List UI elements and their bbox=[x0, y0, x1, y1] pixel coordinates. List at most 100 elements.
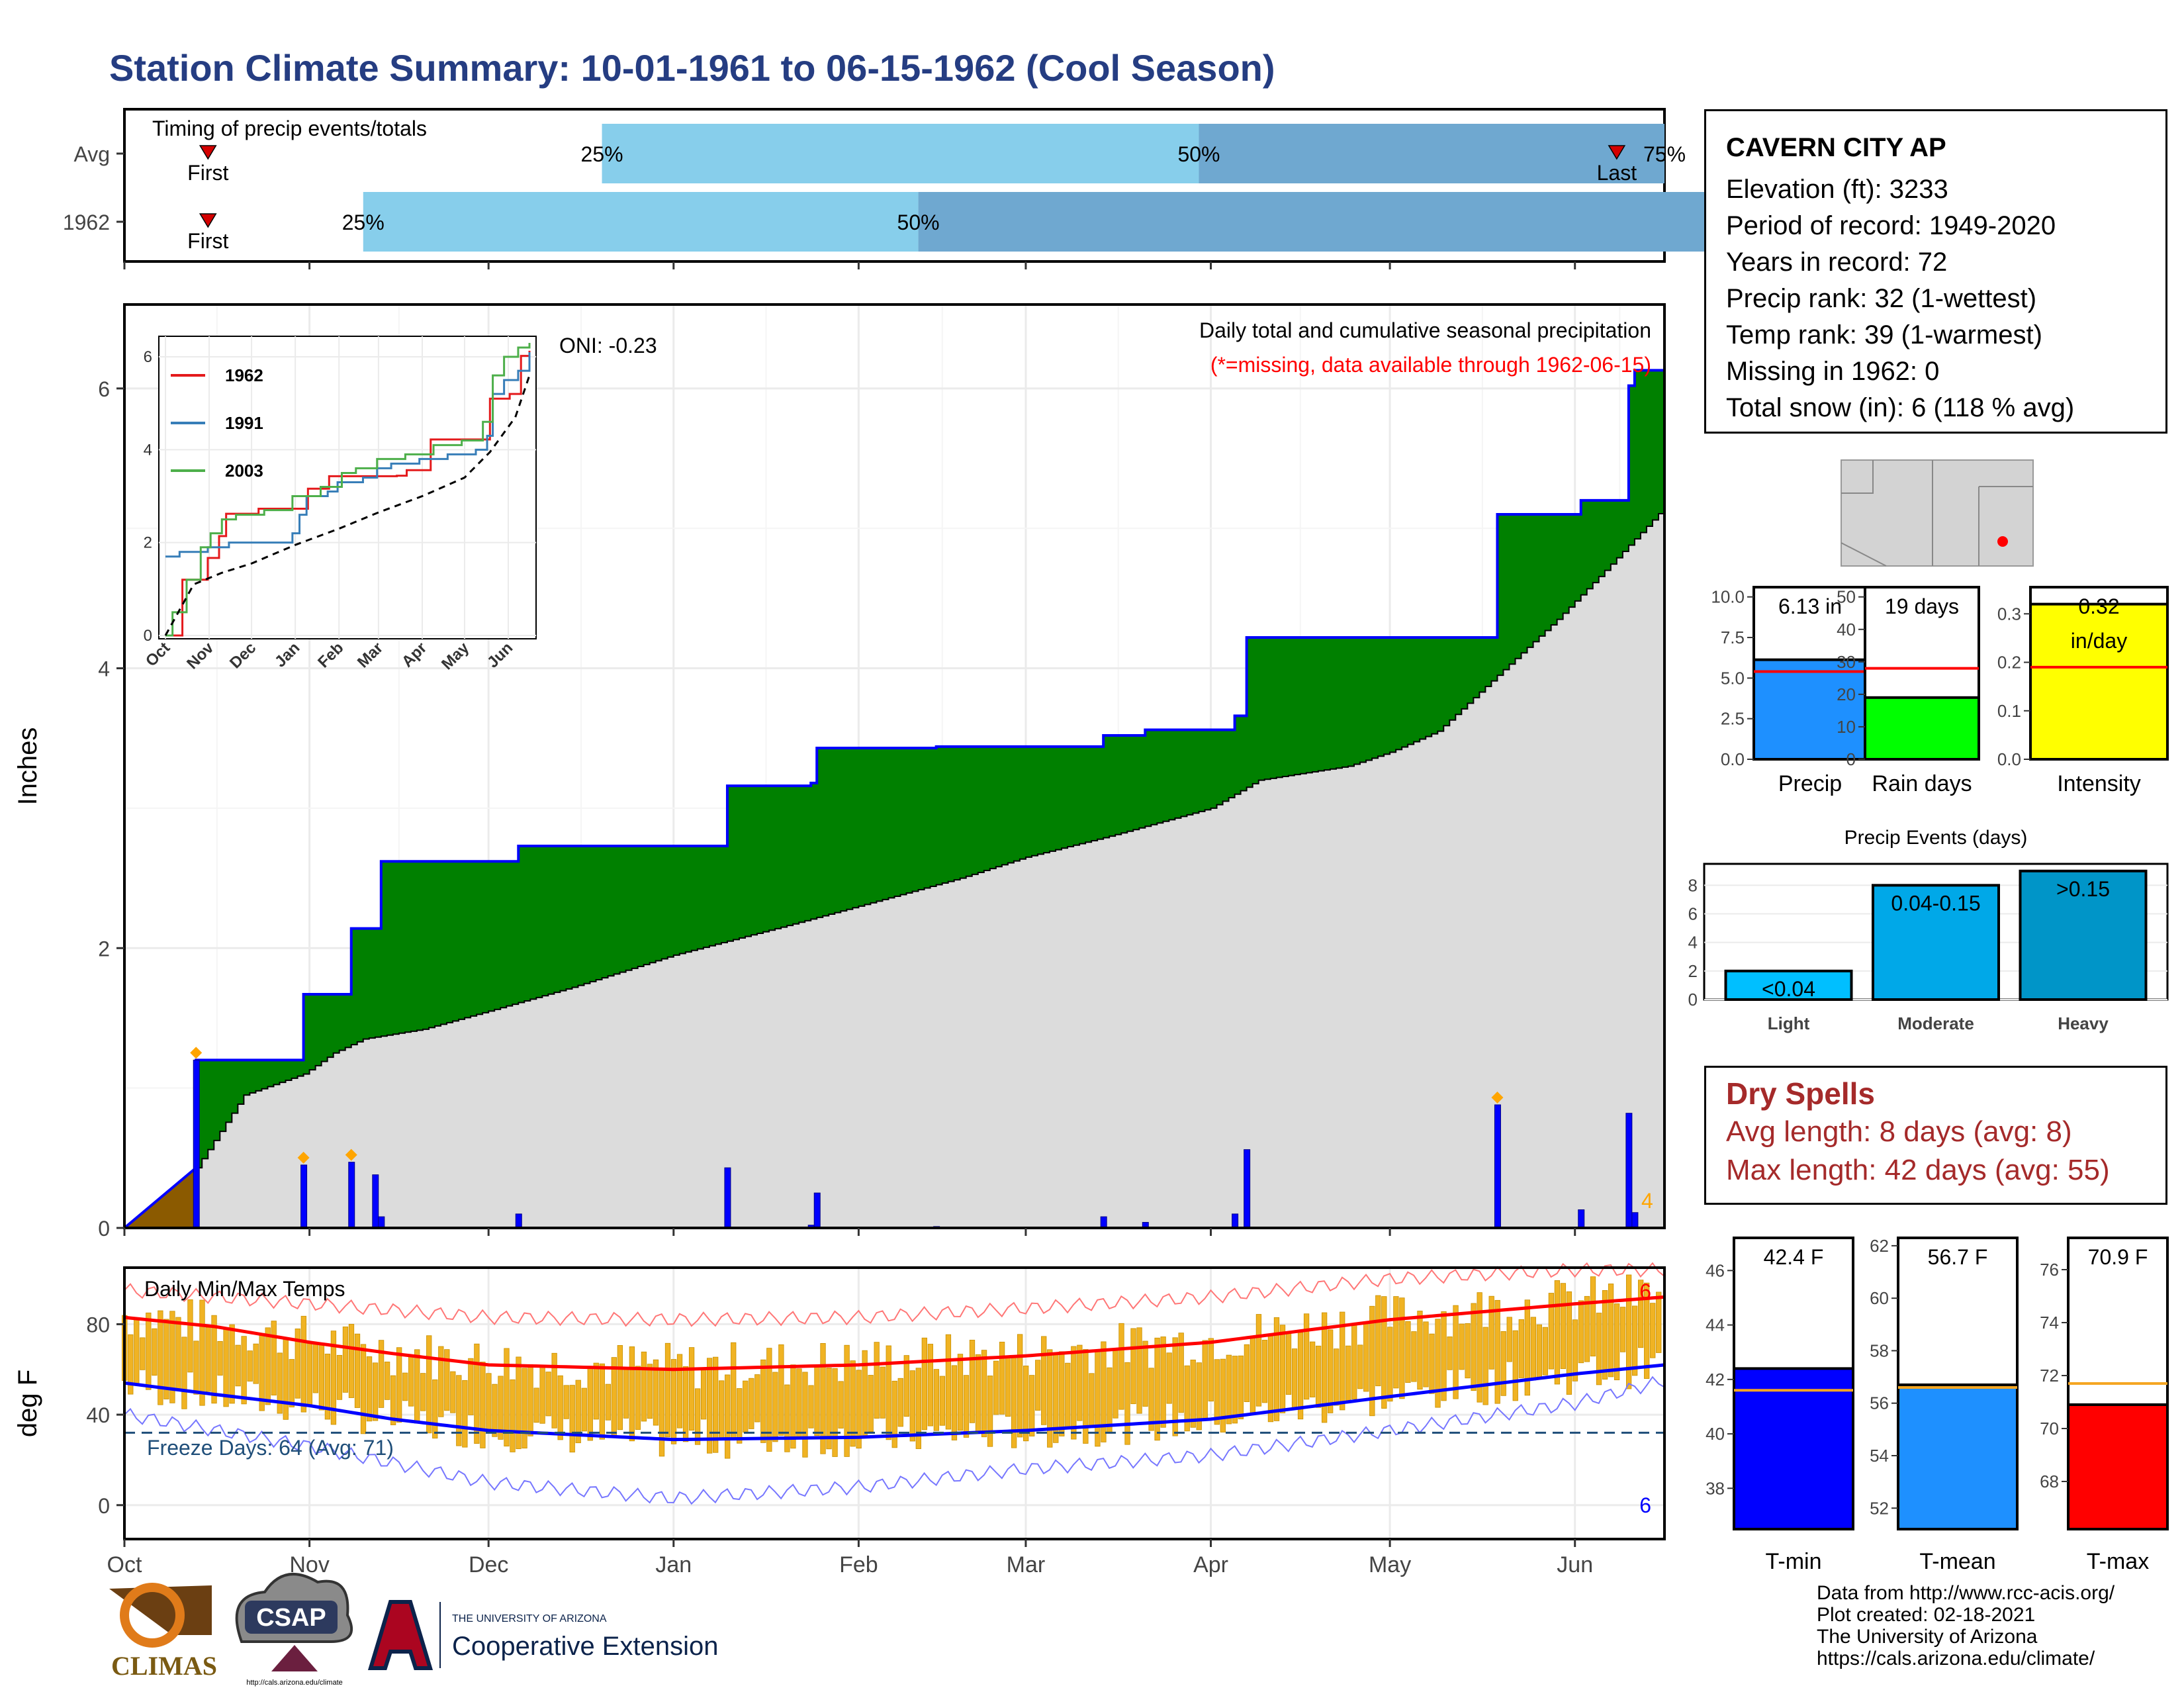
daily-temp-bar bbox=[1303, 1313, 1310, 1400]
dry-spells-avg: Avg length: 8 days (avg: 8) bbox=[1726, 1115, 2072, 1148]
daily-temp-bar bbox=[444, 1349, 450, 1411]
inset-series-line bbox=[164, 375, 531, 636]
daily-temp-bar bbox=[749, 1378, 754, 1429]
daily-temp-bar bbox=[1315, 1345, 1322, 1408]
precip-total-category-label: Precip bbox=[1778, 771, 1842, 796]
daily-temp-bar bbox=[868, 1375, 874, 1432]
precip-total-y-tick-label: 2.5 bbox=[1721, 709, 1745, 729]
daily-temp-bar bbox=[1267, 1333, 1274, 1423]
daily-temp-bar bbox=[993, 1360, 999, 1415]
daily-temp-bar bbox=[229, 1324, 235, 1404]
daily-temp-bar bbox=[1196, 1362, 1202, 1430]
location-map bbox=[1841, 459, 2034, 567]
daily-temp-bar bbox=[1405, 1321, 1411, 1383]
timing-label: Timing of precip events/totals bbox=[152, 117, 427, 140]
daily-temp-bar bbox=[933, 1369, 940, 1431]
t-max-y-tick-label: 70 bbox=[2040, 1419, 2059, 1438]
t-mean-bar bbox=[1897, 1383, 2019, 1530]
daily-temp-bar bbox=[623, 1367, 629, 1419]
daily-temp-bar bbox=[581, 1387, 587, 1432]
t-mean-y-tick-label: 60 bbox=[1870, 1288, 1889, 1308]
intensity-category-label: Intensity bbox=[2057, 771, 2141, 796]
rain-days-value-label: 19 days bbox=[1885, 594, 1959, 618]
daily-temp-bar bbox=[682, 1366, 689, 1442]
daily-temp-bar bbox=[569, 1385, 575, 1453]
daily-temp-bar bbox=[1644, 1282, 1650, 1379]
daily-temp-bar bbox=[384, 1361, 390, 1400]
daily-temp-bar bbox=[1285, 1331, 1292, 1395]
inset-legend-label: 2003 bbox=[225, 461, 263, 481]
daily-temp-bar bbox=[134, 1319, 140, 1385]
t-mean-y-tick-label: 52 bbox=[1870, 1498, 1889, 1518]
cumulative-line bbox=[123, 369, 1664, 1229]
precip-events-y-tick-label: 4 bbox=[1688, 933, 1698, 953]
daily-temp-bar bbox=[480, 1362, 486, 1448]
daily-temp-bar bbox=[318, 1343, 325, 1411]
daily-temp-bar bbox=[1619, 1307, 1626, 1352]
daily-temp-bar bbox=[271, 1321, 277, 1396]
daily-temp-bar bbox=[390, 1375, 396, 1425]
daily-temp-bar bbox=[563, 1385, 569, 1419]
freeze-days-label: Freeze Days: 64 (Avg: 71) bbox=[147, 1436, 394, 1460]
daily-temp-bar bbox=[253, 1343, 259, 1384]
daily-temp-bar bbox=[300, 1315, 306, 1413]
month-label: Apr bbox=[1193, 1552, 1228, 1577]
daily-temp-bar bbox=[1411, 1331, 1417, 1382]
daily-temp-bar bbox=[492, 1383, 498, 1437]
daily-temp-bar bbox=[664, 1342, 671, 1438]
daily-temp-bar bbox=[360, 1344, 367, 1434]
record-low-count: 6 bbox=[1639, 1493, 1651, 1517]
daily-temp-bar bbox=[1340, 1311, 1345, 1411]
daily-temp-bar bbox=[1417, 1311, 1423, 1390]
daily-temp-bar bbox=[330, 1331, 337, 1425]
precip-frame bbox=[123, 303, 1666, 1229]
daily-temp-bar bbox=[587, 1368, 593, 1441]
daily-temp-bar bbox=[175, 1317, 181, 1391]
daily-temp-bar bbox=[1369, 1305, 1375, 1417]
inset-legend-label: 1991 bbox=[225, 413, 263, 433]
intensity-value-label: 0.32 bbox=[2078, 594, 2119, 618]
t-max-y-tick-label: 76 bbox=[2040, 1260, 2059, 1280]
state-border-sw bbox=[1841, 542, 1887, 567]
daily-temp-bar bbox=[1226, 1354, 1232, 1425]
daily-precip-bar bbox=[1494, 1104, 1501, 1229]
daily-temp-bar bbox=[1435, 1319, 1441, 1408]
daily-temp-bar bbox=[1429, 1333, 1435, 1394]
daily-temp-bar bbox=[1083, 1349, 1089, 1444]
daily-temp-bar bbox=[354, 1333, 361, 1408]
record-high-count: 6 bbox=[1639, 1280, 1651, 1303]
y-tick-label: 0 bbox=[98, 1217, 110, 1241]
logos: CLIMAS CSAP http://cals.arizona.edu/climat… bbox=[109, 1573, 718, 1687]
precip-events-bar bbox=[1872, 884, 2000, 1001]
daily-temp-bar bbox=[1596, 1313, 1602, 1385]
record-day-marker bbox=[297, 1151, 310, 1164]
daily-temp-bar bbox=[963, 1375, 970, 1438]
temp-chart-title: Daily Min/Max Temps bbox=[144, 1277, 345, 1301]
daily-temp-bar bbox=[766, 1348, 772, 1452]
daily-temp-bar bbox=[647, 1364, 653, 1419]
daily-temp-bar bbox=[891, 1380, 897, 1448]
daily-temp-bar bbox=[146, 1312, 152, 1390]
daily-temp-bar bbox=[306, 1342, 313, 1407]
daily-temp-bar bbox=[551, 1352, 557, 1429]
daily-temp-bar bbox=[265, 1327, 271, 1405]
inset-series-line bbox=[165, 350, 531, 637]
daily-temp-bar bbox=[903, 1355, 909, 1417]
station-info-box: CAVERN CITY AP Elevation (ft): 3233 Peri… bbox=[1704, 109, 2167, 434]
temp-y-tick-label: 40 bbox=[86, 1403, 110, 1427]
csap-url: http://cals.arizona.edu/climate bbox=[246, 1679, 343, 1687]
t-min-y-tick-label: 44 bbox=[1706, 1315, 1725, 1335]
daily-temp-bar bbox=[605, 1383, 611, 1421]
daily-temp-bar bbox=[1142, 1340, 1148, 1407]
climas-logo-text: CLIMAS bbox=[111, 1651, 217, 1681]
temp-frame bbox=[123, 1266, 1666, 1540]
daily-temp-bar bbox=[939, 1376, 946, 1426]
daily-temp-bar bbox=[1351, 1324, 1357, 1399]
precip-events-title: Precip Events (days) bbox=[1844, 827, 2028, 849]
daily-temp-bar bbox=[462, 1380, 468, 1448]
y-axis-label: Inches bbox=[13, 727, 42, 806]
daily-temp-bar bbox=[522, 1368, 527, 1449]
daily-temp-bar bbox=[247, 1350, 253, 1382]
average-min-line bbox=[124, 1363, 1665, 1442]
temp-y-tick-label: 80 bbox=[86, 1313, 110, 1336]
